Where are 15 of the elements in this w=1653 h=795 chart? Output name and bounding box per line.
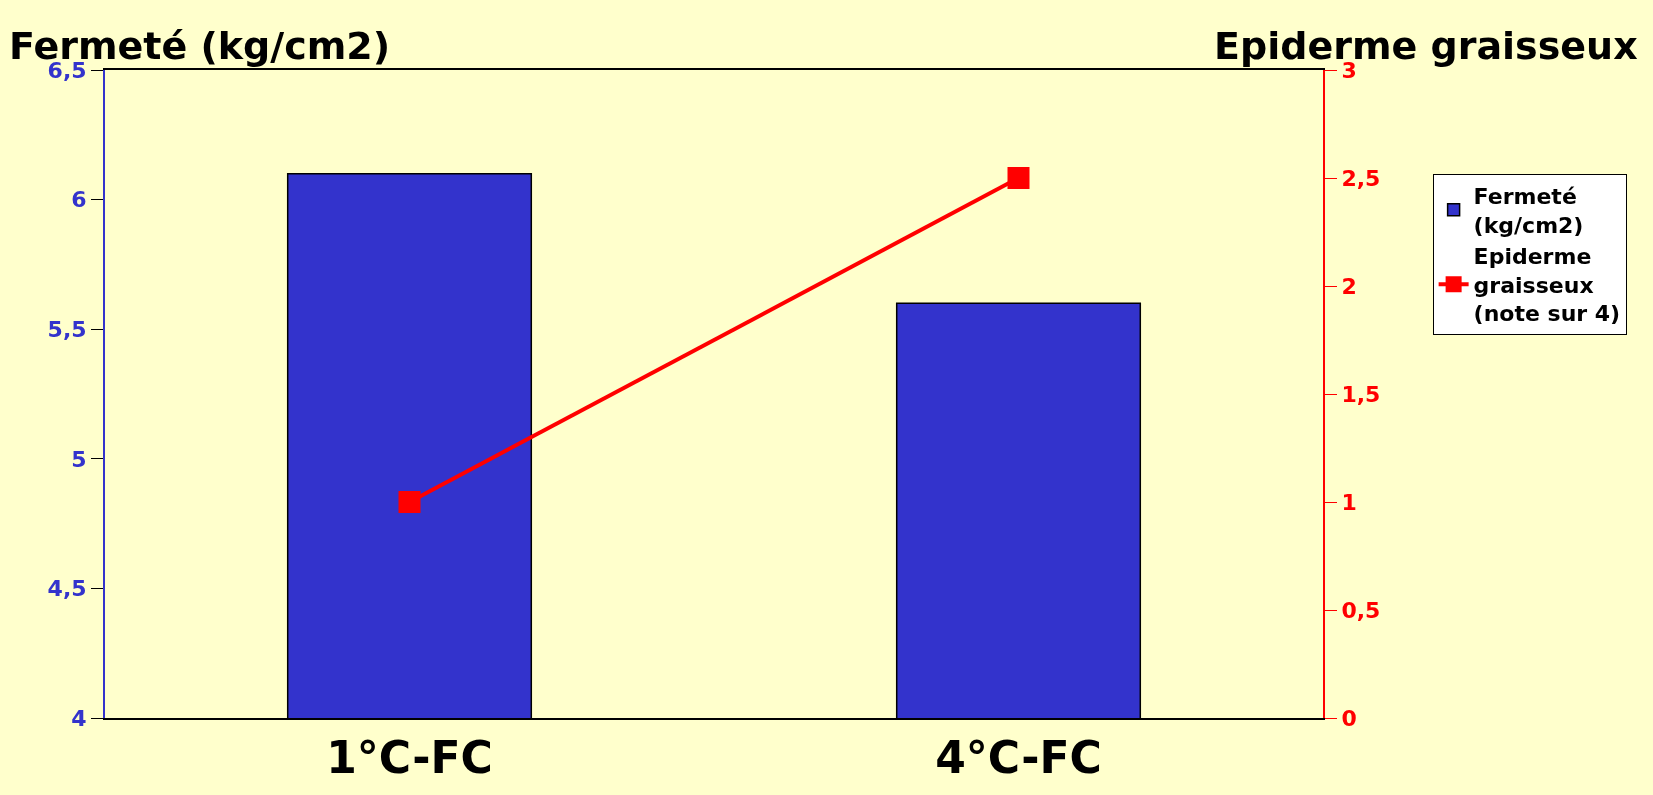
- y-tick-label: 5: [71, 446, 87, 472]
- y2-tick-label: 0: [1341, 705, 1357, 731]
- y2-tick-label: 0,5: [1341, 597, 1381, 623]
- y2-tick-label: 2,5: [1341, 165, 1381, 191]
- y2-tick-label: 1: [1341, 489, 1357, 515]
- x-tick-label: 4°C-FC: [935, 731, 1102, 783]
- y2-tick-label: 2: [1341, 273, 1357, 299]
- y-tick-label: 5,5: [47, 316, 87, 342]
- legend-label: Epiderme graisseux (note sur 4): [1473, 244, 1621, 327]
- y-tick-label: 4,5: [47, 576, 87, 602]
- y2-tick-label: 1,5: [1341, 381, 1381, 407]
- y-tick-label: 6: [71, 187, 87, 213]
- y-tick-label: 4: [71, 705, 87, 731]
- legend-label: Fermeté (kg/cm2): [1473, 184, 1584, 238]
- x-tick-label: 1°C-FC: [326, 731, 493, 783]
